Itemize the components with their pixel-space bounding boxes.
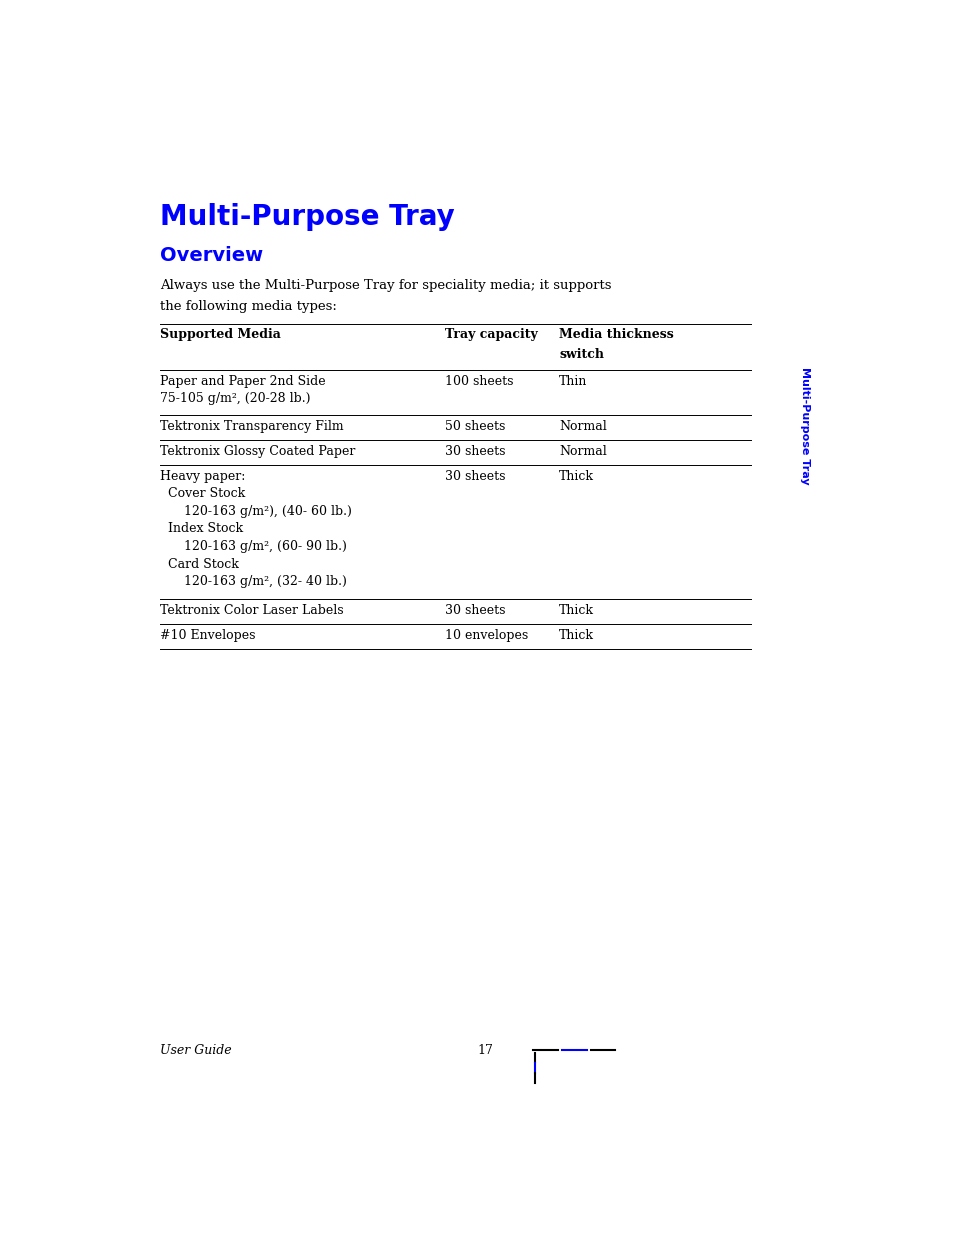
Text: 30 sheets: 30 sheets [444,469,504,483]
Text: 10 envelopes: 10 envelopes [444,629,527,642]
Text: 75-105 g/m², (20-28 lb.): 75-105 g/m², (20-28 lb.) [160,391,310,405]
Text: Heavy paper:: Heavy paper: [160,469,245,483]
Text: Thin: Thin [558,374,587,388]
Text: Multi-Purpose Tray: Multi-Purpose Tray [800,367,809,484]
Text: Supported Media: Supported Media [160,329,280,341]
Text: Normal: Normal [558,445,606,458]
Text: Thick: Thick [558,604,594,618]
Text: 30 sheets: 30 sheets [444,445,504,458]
Text: Tektronix Transparency Film: Tektronix Transparency Film [160,420,343,433]
Text: the following media types:: the following media types: [160,300,336,314]
Text: Tektronix Glossy Coated Paper: Tektronix Glossy Coated Paper [160,445,355,458]
Text: Multi-Purpose Tray: Multi-Purpose Tray [160,204,455,231]
Text: Thick: Thick [558,469,594,483]
Text: Thick: Thick [558,629,594,642]
Text: Index Stock: Index Stock [160,522,243,536]
Text: Paper and Paper 2nd Side: Paper and Paper 2nd Side [160,374,325,388]
Text: switch: switch [558,348,603,361]
Text: 120-163 g/m², (60- 90 lb.): 120-163 g/m², (60- 90 lb.) [160,540,347,553]
Text: 17: 17 [476,1044,493,1057]
Text: Tray capacity: Tray capacity [444,329,537,341]
Text: Cover Stock: Cover Stock [160,488,245,500]
Text: Normal: Normal [558,420,606,433]
Text: #10 Envelopes: #10 Envelopes [160,629,255,642]
Text: 120-163 g/m²), (40- 60 lb.): 120-163 g/m²), (40- 60 lb.) [160,505,352,517]
Text: Always use the Multi-Purpose Tray for speciality media; it supports: Always use the Multi-Purpose Tray for sp… [160,279,611,293]
Text: 30 sheets: 30 sheets [444,604,504,618]
Text: User Guide: User Guide [160,1044,232,1057]
Text: 120-163 g/m², (32- 40 lb.): 120-163 g/m², (32- 40 lb.) [160,576,347,588]
Text: Overview: Overview [160,246,263,266]
Text: Tektronix Color Laser Labels: Tektronix Color Laser Labels [160,604,343,618]
Text: Card Stock: Card Stock [160,557,238,571]
Text: 50 sheets: 50 sheets [444,420,504,433]
Text: 100 sheets: 100 sheets [444,374,513,388]
Text: Media thickness: Media thickness [558,329,673,341]
